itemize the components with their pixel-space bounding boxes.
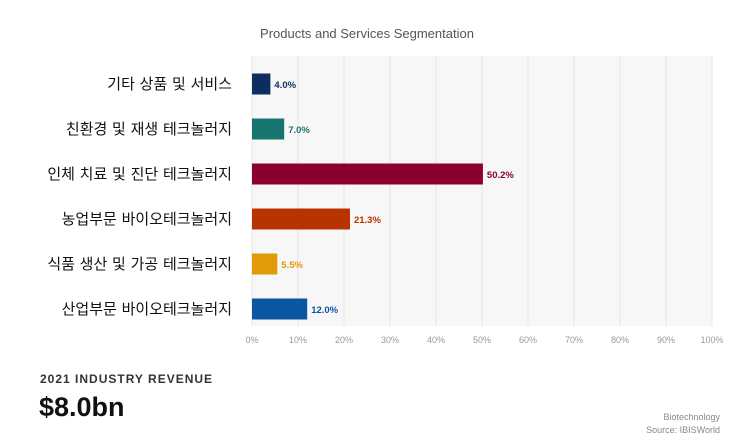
bar — [252, 253, 278, 275]
bar — [252, 163, 483, 185]
x-tick-label: 80% — [611, 335, 629, 345]
bar — [252, 118, 285, 140]
revenue-label: 2021 INDUSTRY REVENUE — [40, 372, 214, 386]
category-label: 식품 생산 및 가공 테크놀러지 — [47, 255, 232, 273]
revenue-value: $8.0bn — [39, 392, 125, 422]
x-tick-label: 40% — [427, 335, 445, 345]
x-tick-label: 10% — [289, 335, 307, 345]
bar-chart: 0% 10% 20% 30% 40% 50% 60% 70% 80% 90% 100% 기타 상품 … — [47, 56, 724, 345]
x-tick-label: 100% — [700, 335, 723, 345]
gridlines — [251, 56, 713, 326]
category-label: 기타 상품 및 서비스 — [107, 75, 232, 93]
bar — [252, 208, 350, 230]
x-tick-label: 0% — [245, 335, 258, 345]
value-label: 12.0% — [311, 305, 338, 316]
x-tick-label: 50% — [473, 335, 491, 345]
value-label: 5.5% — [281, 260, 303, 271]
category-label: 산업부문 바이오테크놀러지 — [62, 300, 232, 318]
value-labels: 4.0% 7.0% 50.2% 21.3% 5.5% 12.0% — [274, 80, 514, 316]
footer-source: Source: IBISWorld — [646, 425, 720, 435]
value-label: 21.3% — [354, 215, 381, 226]
x-tick-label: 20% — [335, 335, 353, 345]
x-tick-label: 90% — [657, 335, 675, 345]
x-axis-ticks: 0% 10% 20% 30% 40% 50% 60% 70% 80% 90% 100% — [245, 335, 723, 345]
bar — [252, 73, 271, 95]
footer-industry: Biotechnology — [663, 412, 720, 422]
chart-title: Products and Services Segmentation — [260, 26, 474, 41]
x-tick-label: 70% — [565, 335, 583, 345]
bar — [252, 298, 308, 320]
value-label: 7.0% — [288, 125, 310, 136]
bars — [252, 73, 483, 320]
value-label: 50.2% — [487, 170, 514, 181]
category-label: 인체 치료 및 진단 테크놀러지 — [47, 165, 232, 183]
value-label: 4.0% — [274, 80, 296, 91]
category-label: 친환경 및 재생 테크놀러지 — [66, 120, 232, 138]
category-label: 농업부문 바이오테크놀러지 — [62, 210, 232, 228]
x-tick-label: 60% — [519, 335, 537, 345]
x-tick-label: 30% — [381, 335, 399, 345]
